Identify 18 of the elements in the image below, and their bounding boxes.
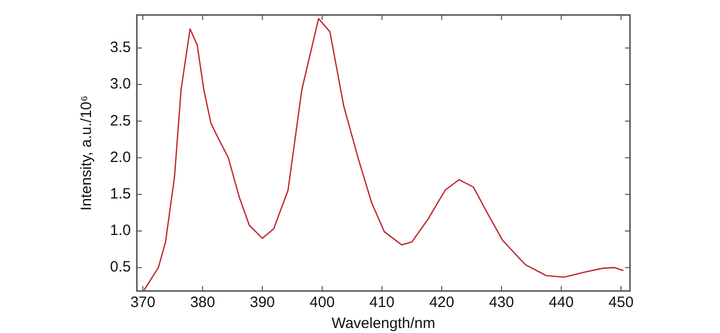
x-tick-label: 450 xyxy=(608,294,634,312)
y-tick-label: 2.5 xyxy=(110,112,131,130)
y-tick-label: 3.5 xyxy=(110,39,131,56)
y-tick-label: 1.0 xyxy=(110,222,131,240)
y-tick-label: 1.5 xyxy=(110,186,131,203)
y-axis-title: Intensity, a.u./10⁶ xyxy=(78,95,96,211)
x-tick-label: 370 xyxy=(130,294,156,312)
x-tick-label: 400 xyxy=(310,294,335,312)
y-tick-label: 0.5 xyxy=(110,258,131,276)
x-tick-label: 440 xyxy=(548,294,574,312)
y-tick-label: 2.0 xyxy=(110,148,131,166)
x-axis-title: Wavelength/nm xyxy=(332,315,436,332)
y-tick-label: 3.0 xyxy=(110,76,131,93)
x-tick-label: 430 xyxy=(488,294,514,312)
x-tick-label: 420 xyxy=(429,294,454,312)
x-tick-label: 390 xyxy=(250,294,275,312)
x-tick-label: 380 xyxy=(190,294,216,312)
x-tick-label: 410 xyxy=(369,294,394,312)
